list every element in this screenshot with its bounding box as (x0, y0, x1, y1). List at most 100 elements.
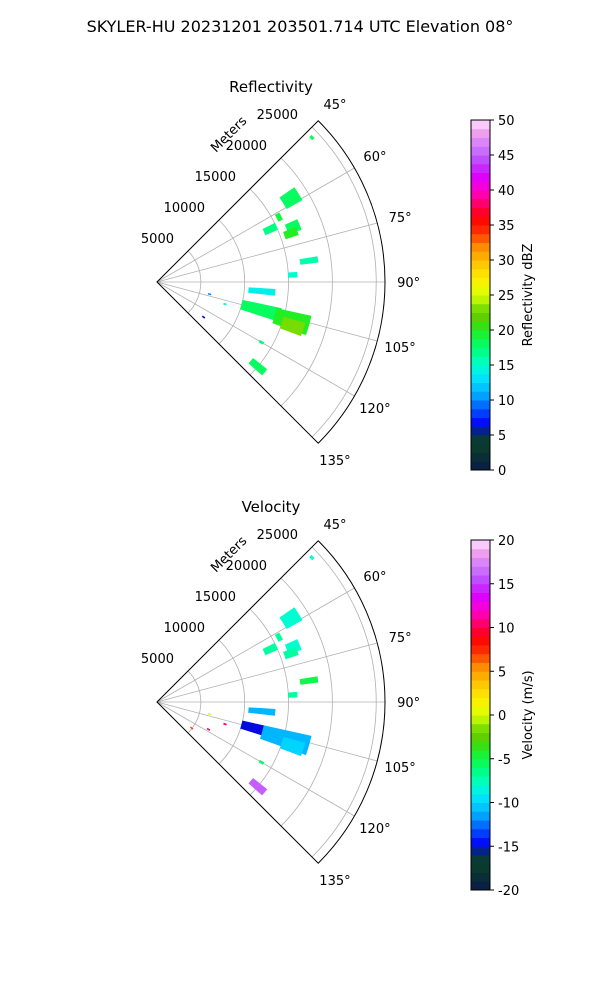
colorbar-tick-label: -10 (498, 797, 519, 812)
colorbar-tick-label: -5 (498, 753, 511, 768)
radar-echo (201, 315, 206, 319)
colorbar-segment (471, 767, 490, 777)
colorbar-segment (471, 225, 490, 235)
range-tick-label: 25000 (257, 108, 298, 123)
range-tick-label: 10000 (164, 201, 205, 216)
radar-echo (299, 256, 319, 265)
colorbar-segment (471, 811, 490, 821)
radar-echo (299, 676, 319, 685)
azimuth-tick-label: 135° (319, 454, 350, 469)
range-tick-label: 15000 (195, 170, 236, 185)
radar-echo (240, 720, 265, 736)
colorbar-segment (471, 645, 490, 655)
colorbar-segment (471, 268, 490, 278)
colorbar-tick-label: 30 (498, 254, 515, 269)
azimuth-gridline (156, 701, 355, 817)
azimuth-gridline (156, 642, 378, 703)
colorbar-segment (471, 190, 490, 200)
azimuth-tick-label: 105° (384, 341, 415, 356)
radar-echo (274, 212, 283, 222)
colorbar-tick-label: 10 (498, 394, 515, 409)
radar-echo (262, 222, 279, 236)
colorbar-segment (471, 671, 490, 681)
reflectivity-panel: Reflectivity 45° 60° 75° 90° 105° 120° 135° 5000… (141, 78, 536, 479)
radar-echo (287, 271, 298, 278)
radar-echo (283, 646, 299, 660)
colorbar-segment (471, 207, 490, 217)
azimuth-gridline (156, 281, 355, 397)
colorbar-segment (471, 793, 490, 803)
azimuth-tick-label: 60° (363, 570, 386, 585)
figure-suptitle: SKYLER-HU 20231201 203501.714 UTC Elevat… (87, 17, 514, 36)
radar-echo (279, 607, 303, 629)
colorbar-segment (471, 120, 490, 130)
colorbar-segment (471, 732, 490, 742)
colorbar-tick-label: 35 (498, 219, 515, 234)
colorbar-segment (471, 723, 490, 733)
colorbar-segment (471, 583, 490, 593)
sector-outline (156, 540, 386, 864)
colorbar-tick-label: 45 (498, 149, 515, 164)
colorbar-segment (471, 426, 490, 436)
colorbar-segment (471, 750, 490, 760)
colorbar-segment (471, 391, 490, 401)
colorbar-segment (471, 338, 490, 348)
colorbar-segment (471, 610, 490, 620)
colorbar-segment (471, 137, 490, 147)
colorbar-segment (471, 461, 490, 471)
colorbar-segment (471, 260, 490, 270)
colorbar-segment (471, 277, 490, 287)
colorbar-segment (471, 382, 490, 392)
colorbar-segment (471, 242, 490, 252)
radar-echo (274, 632, 283, 642)
colorbar-segment (471, 828, 490, 838)
colorbar-segment (471, 155, 490, 165)
colorbar-segment (471, 557, 490, 567)
colorbar-segment (471, 365, 490, 375)
velocity-panel: Velocity 45° 60° 75° 90° 105° 120° 135° 5000 1000… (141, 498, 536, 899)
colorbar-segment (471, 575, 490, 585)
sector-outline (156, 120, 386, 444)
azimuth-tick-label: 75° (389, 211, 412, 226)
colorbar-segment (471, 697, 490, 707)
colorbar-tick-label: 15 (498, 359, 515, 374)
range-tick-label: 5000 (141, 652, 174, 667)
colorbar-segment (471, 216, 490, 226)
colorbar-segment (471, 540, 490, 550)
range-tick-label: 25000 (257, 528, 298, 543)
azimuth-tick-label: 120° (359, 822, 390, 837)
colorbar-segment (471, 548, 490, 558)
colorbar-segment (471, 146, 490, 156)
colorbar-tick-label: -15 (498, 840, 519, 855)
colorbar-tick-label: 20 (498, 324, 515, 339)
radar-echo (283, 226, 299, 240)
colorbar-segment (471, 286, 490, 296)
radar-echo (287, 691, 298, 698)
colorbar-segment (471, 408, 490, 418)
colorbar-segment (471, 662, 490, 672)
range-tick-label: 10000 (164, 621, 205, 636)
colorbar-segment (471, 881, 490, 891)
azimuth-tick-label: 45° (323, 98, 346, 113)
colorbar-segment (471, 566, 490, 576)
colorbar-segment (471, 128, 490, 138)
colorbar-segment (471, 356, 490, 366)
radar-echo (258, 759, 265, 765)
colorbar-segment (471, 233, 490, 243)
colorbar-segment (471, 688, 490, 698)
colorbar-segment (471, 715, 490, 725)
radar-echo (248, 707, 276, 716)
colorbar-tick-label: 20 (498, 534, 515, 549)
colorbar-segment (471, 741, 490, 751)
azimuth-tick-label: 45° (323, 518, 346, 533)
colorbar-segment (471, 443, 490, 453)
radar-echo (207, 293, 212, 296)
radar-echo (262, 642, 279, 656)
radar-echo (258, 339, 265, 345)
colorbar-segment (471, 400, 490, 410)
colorbar-tick-label: 5 (498, 665, 506, 680)
colorbar-segment (471, 636, 490, 646)
radar-echo (207, 713, 212, 716)
radar-echo (223, 302, 227, 306)
